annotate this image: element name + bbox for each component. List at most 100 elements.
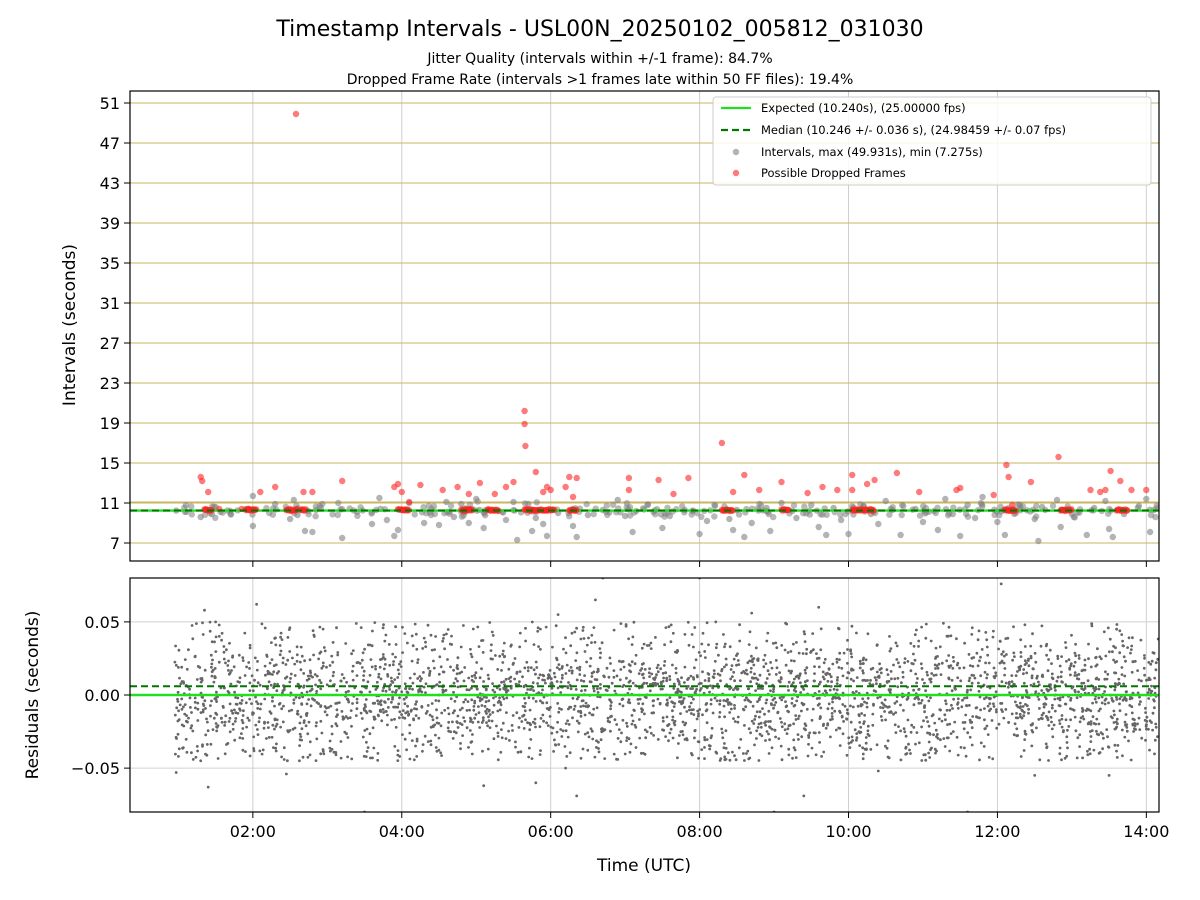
residual-point xyxy=(977,689,981,693)
residual-point xyxy=(618,702,622,706)
residual-point xyxy=(1105,728,1109,731)
residual-point xyxy=(193,696,197,700)
interval-point xyxy=(957,532,964,540)
interval-point xyxy=(335,499,342,507)
interval-point xyxy=(294,511,301,519)
residual-point xyxy=(1065,659,1068,663)
residual-point xyxy=(564,636,567,640)
residual-point xyxy=(968,718,972,722)
residual-point xyxy=(1147,727,1150,731)
residual-point xyxy=(323,705,327,708)
residual-point xyxy=(518,716,521,720)
residual-point xyxy=(1019,655,1023,658)
residual-point xyxy=(1107,745,1111,749)
residual-point xyxy=(180,665,184,669)
residual-point xyxy=(537,645,540,648)
residual-point xyxy=(850,735,854,739)
residual-point xyxy=(382,623,385,627)
residual-point xyxy=(256,660,259,663)
residual-point xyxy=(912,652,915,656)
residual-point xyxy=(260,752,264,756)
residual-point xyxy=(196,665,200,668)
residual-point xyxy=(330,732,334,736)
residual-point xyxy=(699,687,703,690)
residual-point xyxy=(1118,697,1122,701)
residual-point xyxy=(182,681,186,685)
residual-point xyxy=(761,707,764,710)
residual-point xyxy=(897,661,900,665)
residual-point xyxy=(1033,774,1037,777)
residual-point xyxy=(210,665,213,669)
residual-point xyxy=(321,664,325,668)
residual-point xyxy=(1014,674,1018,677)
residual-point xyxy=(538,673,542,677)
residual-point xyxy=(204,707,207,710)
residual-point xyxy=(1048,648,1052,652)
residual-point xyxy=(827,702,831,706)
residual-point xyxy=(796,717,800,720)
residual-point xyxy=(1083,691,1087,695)
residual-point xyxy=(951,707,954,710)
residual-point xyxy=(258,749,262,753)
residual-point xyxy=(1133,718,1136,722)
residual-point xyxy=(365,727,369,731)
residual-point xyxy=(185,714,189,717)
interval-point xyxy=(569,522,577,530)
residual-point xyxy=(568,669,571,672)
residual-point xyxy=(383,657,387,661)
residual-point xyxy=(697,712,700,716)
residual-point xyxy=(485,721,488,724)
residual-point xyxy=(1018,667,1021,671)
residual-point xyxy=(925,670,929,674)
residual-point xyxy=(429,725,433,729)
residual-point xyxy=(368,690,372,694)
residual-point xyxy=(575,794,579,798)
residual-point xyxy=(559,728,563,731)
residual-point xyxy=(945,659,949,663)
residual-point xyxy=(499,703,503,707)
residual-point xyxy=(403,702,407,706)
residual-point xyxy=(560,666,564,670)
residual-point xyxy=(412,758,416,762)
residual-point xyxy=(841,703,845,706)
residual-point xyxy=(482,784,486,788)
residual-point xyxy=(248,689,252,692)
residual-point xyxy=(1115,756,1119,759)
residual-point xyxy=(1016,670,1019,673)
residual-point xyxy=(426,704,430,707)
residual-point xyxy=(1128,704,1132,707)
residual-point xyxy=(381,689,385,693)
residual-point xyxy=(175,737,178,740)
residual-point xyxy=(288,680,292,684)
residual-point xyxy=(810,718,814,722)
residual-point xyxy=(220,631,224,635)
residual-point xyxy=(757,715,761,719)
dropped-frame-point xyxy=(741,471,748,479)
residual-point xyxy=(1143,654,1146,657)
residual-point xyxy=(445,632,448,636)
residual-point xyxy=(1055,679,1059,683)
residual-point xyxy=(229,682,233,686)
residual-point xyxy=(255,602,258,606)
residual-point xyxy=(669,623,673,627)
residual-point xyxy=(532,643,536,646)
residual-point xyxy=(592,707,596,711)
residual-point xyxy=(1024,689,1028,692)
residual-point xyxy=(183,712,187,716)
residual-point xyxy=(460,723,464,726)
residual-point xyxy=(922,719,925,723)
residual-point xyxy=(988,709,991,713)
residual-point xyxy=(1113,743,1117,747)
residual-point xyxy=(290,708,294,712)
residual-point xyxy=(936,655,939,658)
residual-point xyxy=(926,673,929,677)
interval-point xyxy=(767,527,774,535)
residual-point xyxy=(1001,710,1004,713)
residual-point xyxy=(1156,657,1159,661)
residual-point xyxy=(795,699,799,703)
residual-point xyxy=(992,666,996,670)
residual-point xyxy=(220,638,224,642)
residual-point xyxy=(889,710,893,714)
residual-point xyxy=(196,719,200,722)
residual-point xyxy=(330,724,334,728)
